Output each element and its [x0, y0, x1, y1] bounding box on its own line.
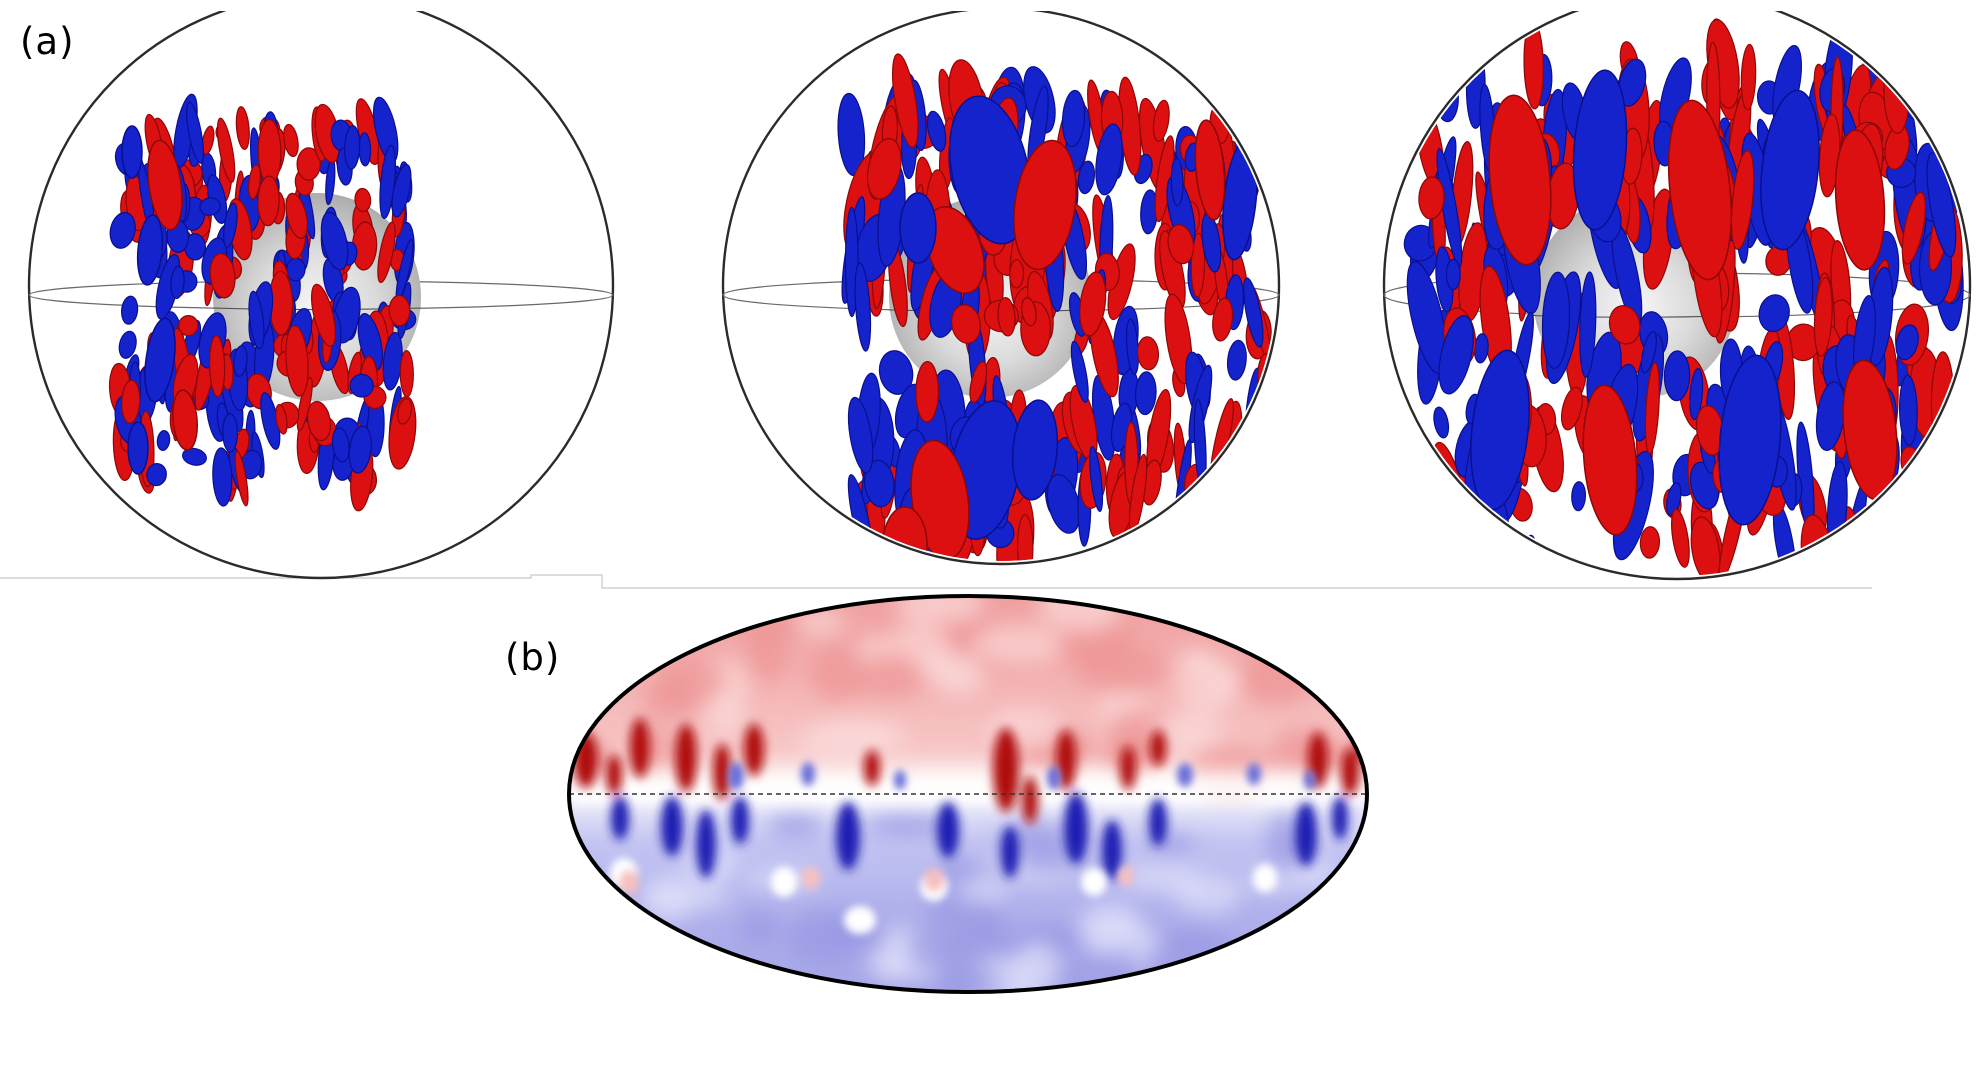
map-outline: [567, 594, 1369, 994]
image-seam-line: [0, 574, 1872, 589]
isosurface-blobs: [108, 93, 417, 512]
panel-b-label: (b): [505, 636, 561, 679]
map-streaks: [574, 718, 1367, 880]
isosurface-blobs: [837, 53, 1276, 561]
sphere-panel-3: [1382, 11, 1972, 581]
sphere-panel-2: [721, 11, 1281, 566]
equator-white-band: [572, 772, 1364, 802]
mollweide-map: [569, 596, 1367, 992]
map-spots: [610, 762, 1316, 934]
panel-a-sphere-row: [27, 11, 1972, 581]
sphere-panel-1: [27, 11, 615, 580]
panel-a-label: (a): [20, 20, 75, 63]
